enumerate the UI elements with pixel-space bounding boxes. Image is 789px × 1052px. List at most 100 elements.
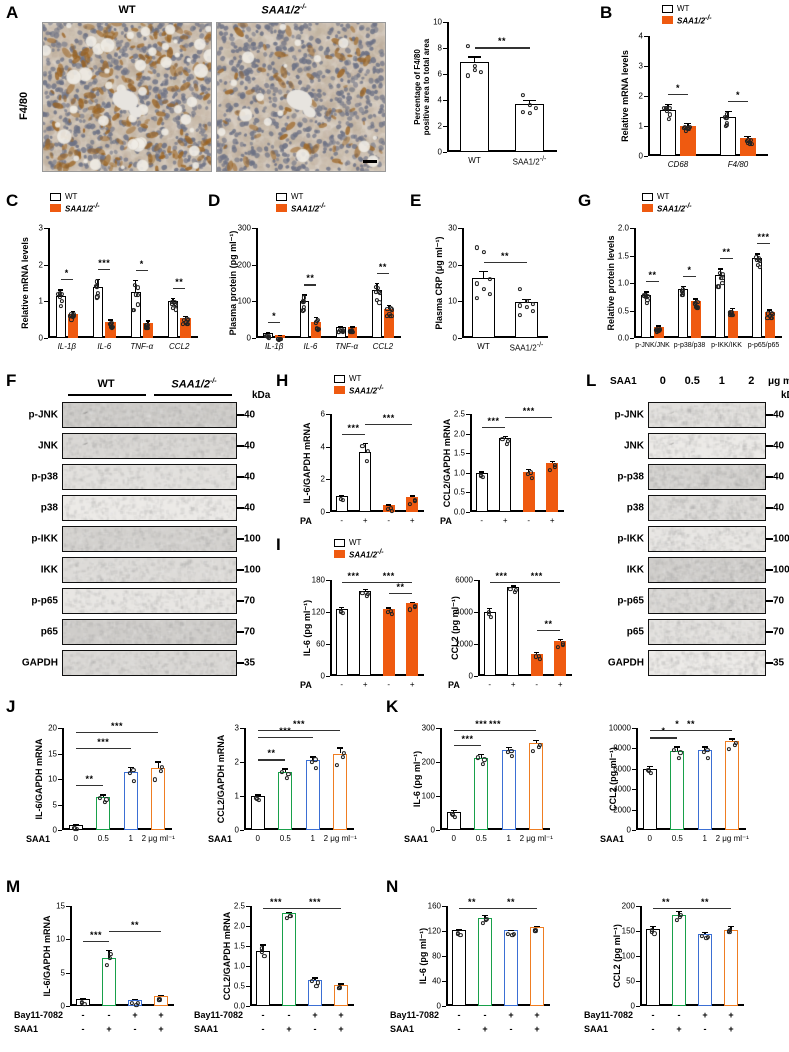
significance-line — [720, 258, 733, 260]
significance-marker: * — [139, 259, 144, 270]
chart-panel-m-ccl2: 0.0 0.5 1.0 1.5 2.0 2.5 *** *** CCL2/GAPDH mRNA B… — [194, 897, 354, 1034]
significance-line — [757, 243, 770, 245]
legend-item: SAA1/2-/- — [334, 385, 384, 396]
error-cap — [254, 794, 261, 796]
error-cap — [656, 325, 661, 327]
data-point — [768, 315, 773, 321]
significance-line — [304, 284, 317, 286]
significance-line — [257, 759, 286, 761]
x-tick-label: - — [527, 516, 531, 525]
x-tick-label: + — [549, 516, 555, 525]
y-tick-label: 150 — [621, 926, 635, 936]
legend-item: WT — [662, 4, 712, 13]
y-tick-label: 300 — [237, 223, 251, 233]
data-point — [94, 295, 99, 300]
blot-group-rule-ko — [154, 394, 232, 397]
y-tick-label: 0 — [638, 151, 643, 161]
panel-f: F — [6, 372, 16, 389]
data-point — [360, 443, 365, 448]
data-point — [524, 299, 529, 304]
blot-canvas — [649, 527, 765, 551]
y-tick-label: 0 — [630, 1001, 635, 1011]
plot-area: 0 1 2 3 4 CD68 F4/80 * * — [639, 32, 768, 169]
condition-label: SAA1 — [600, 834, 625, 844]
error-bar — [312, 756, 314, 761]
error-cap — [260, 944, 266, 946]
significance-line — [453, 744, 482, 747]
kda-label: 100 — [244, 533, 261, 545]
error-bar — [535, 739, 537, 744]
bar — [752, 257, 763, 338]
y-tick — [240, 762, 244, 763]
error-cap — [729, 738, 736, 740]
y-tick — [466, 453, 470, 455]
condition-value: - — [261, 1010, 265, 1020]
blot-row: p-p65 70 — [617, 588, 784, 614]
x-axis — [48, 336, 198, 338]
legend-label: SAA1/2-/- — [349, 549, 384, 560]
y-tick — [443, 48, 447, 49]
legend: WT SAA1/2-/- — [642, 192, 692, 216]
blot-row-label: p-p38 — [617, 471, 644, 483]
significance-marker: *** — [97, 736, 110, 747]
data-point — [649, 771, 654, 776]
y-axis — [478, 580, 480, 676]
y-tick-label: 4 — [320, 442, 325, 452]
y-tick — [632, 728, 636, 729]
bar — [305, 760, 320, 830]
data-point — [340, 497, 346, 503]
y-tick-label: 10 — [56, 934, 65, 944]
significance-line — [289, 908, 341, 910]
data-point — [171, 306, 176, 311]
blot-group-header-ko: SAA1/2-/- — [171, 378, 217, 391]
blot-row-label: p-IKK — [31, 533, 58, 545]
blot-group-header-wt: WT — [97, 378, 115, 390]
x-tick-label: 2 μg ml⁻¹ — [323, 834, 357, 843]
y-tick-label: 2 — [234, 757, 239, 767]
chart-panel-h-il6: 0 2 4 6 - + - + *** *** IL-6/GAPDH mRNA PA WT SAA1/2-… — [300, 374, 424, 526]
y-axis — [447, 22, 449, 152]
error-cap — [409, 601, 415, 604]
significance-line — [75, 732, 159, 734]
condition-label: Bay11-7082 — [194, 1010, 244, 1020]
data-point — [480, 920, 486, 926]
y-tick-label: 1.5 — [617, 251, 629, 260]
y-tick — [326, 612, 330, 613]
plot-area: 0.0 0.5 1.0 1.5 2.0 2.5 - + - + *** *** — [454, 406, 564, 525]
condition-value: - — [703, 1024, 707, 1034]
x-axis — [648, 154, 768, 156]
y-axis-label: Relative mRNA levels — [620, 50, 630, 142]
kda-dash — [766, 600, 773, 602]
data-point — [364, 593, 369, 598]
error-cap — [339, 494, 345, 497]
error-cap — [482, 914, 488, 917]
x-tick-label: IL-6 — [303, 342, 318, 351]
data-point — [482, 757, 487, 762]
data-point — [667, 117, 672, 122]
legend-swatch-ko — [662, 16, 673, 25]
y-tick — [458, 264, 462, 266]
kda-label: 40 — [773, 440, 785, 452]
y-tick — [246, 1006, 250, 1007]
error-cap — [650, 926, 656, 928]
panel-d-label: D — [208, 191, 221, 210]
y-tick — [58, 728, 62, 729]
x-tick-label: F4/80 — [727, 160, 749, 169]
error-cap — [72, 824, 79, 826]
data-point — [678, 750, 683, 755]
chart-panel-n-ccl2: 0 50 100 150 200 ** ** CCL2 (pg ml⁻¹) Bay11-7082… — [584, 897, 744, 1034]
x-tick-label: 0 — [647, 834, 652, 843]
panel-i: I — [276, 536, 281, 553]
y-axis — [244, 728, 246, 830]
x-tick-label: - — [387, 516, 391, 525]
chart-panel-j-il6: 0 5 10 15 20 0 0.5 1 2 μg ml⁻¹ ** *** *** IL-6/GAPDH… — [26, 721, 175, 844]
y-tick-label: 0 — [468, 671, 473, 681]
blot-row: p38 40 — [41, 495, 255, 521]
data-point — [135, 302, 140, 307]
error-cap — [106, 950, 112, 952]
data-point — [286, 772, 291, 777]
bar — [474, 757, 489, 830]
data-point — [560, 642, 565, 647]
data-point — [705, 755, 711, 760]
blot-row-label: p38 — [626, 502, 644, 514]
